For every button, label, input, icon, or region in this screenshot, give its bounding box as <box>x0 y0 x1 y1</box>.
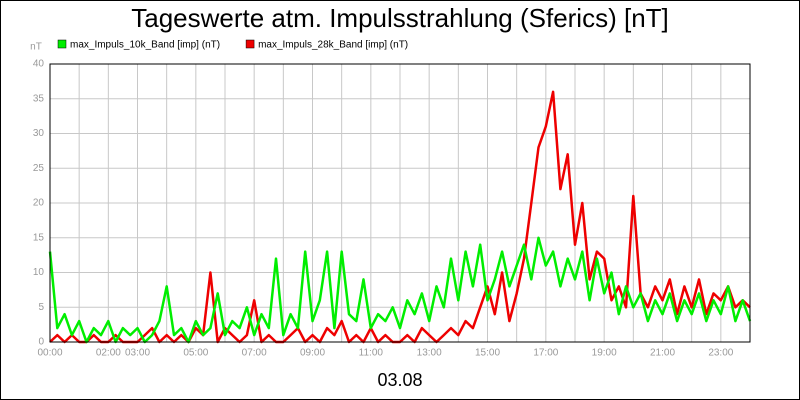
series-line <box>48 236 752 344</box>
y-axis-label: nT <box>30 42 42 53</box>
x-tick-label: 07:00 <box>242 348 267 359</box>
x-tick-label: 00:00 <box>37 348 62 359</box>
legend-swatch <box>57 39 67 49</box>
y-tick-label: 30 <box>33 128 45 139</box>
y-tick-label: 10 <box>33 267 45 278</box>
x-tick-label: 05:00 <box>183 348 208 359</box>
y-tick-label: 20 <box>33 198 45 209</box>
y-tick-label: 40 <box>33 59 45 70</box>
chart-title: Tageswerte atm. Impulsstrahlung (Sferics… <box>131 3 669 33</box>
x-tick-label: 09:00 <box>300 348 325 359</box>
y-tick-label: 25 <box>33 163 45 174</box>
y-tick-label: 0 <box>38 337 44 348</box>
y-tick-label: 35 <box>33 93 45 104</box>
plot-border <box>49 63 751 343</box>
x-axis-label: 03.08 <box>377 370 422 390</box>
x-tick-label: 21:00 <box>650 348 675 359</box>
x-tick-label: 23:00 <box>708 348 733 359</box>
legend-swatch <box>245 39 255 49</box>
x-tick-label: 13:00 <box>417 348 442 359</box>
x-tick-label: 17:00 <box>533 348 558 359</box>
x-tick-label: 19:00 <box>592 348 617 359</box>
y-tick-label: 5 <box>38 302 44 313</box>
x-tick-label: 03:00 <box>125 348 150 359</box>
legend-label: max_Impuls_28k_Band [imp] (nT) <box>258 40 408 51</box>
y-tick-label: 15 <box>33 232 45 243</box>
x-tick-label: 02:00 <box>96 348 121 359</box>
legend-label: max_Impuls_10k_Band [imp] (nT) <box>70 40 220 51</box>
x-tick-label: 11:00 <box>359 348 384 359</box>
x-tick-label: 15:00 <box>475 348 500 359</box>
